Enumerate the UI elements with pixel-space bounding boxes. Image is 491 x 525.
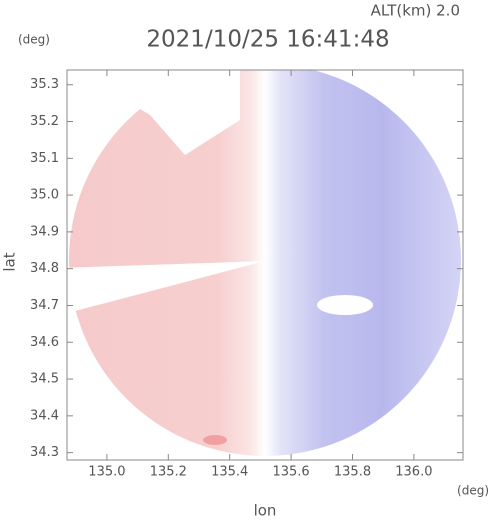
x-tick-label: 136.0 — [395, 465, 432, 480]
echo-spot — [203, 435, 227, 445]
x-tick-label: 135.2 — [150, 465, 187, 480]
y-tick-label: 34.4 — [30, 408, 59, 423]
y-tick-label: 34.6 — [30, 335, 59, 350]
y-tick-label: 35.0 — [30, 188, 59, 203]
x-tick-label: 135.6 — [272, 465, 309, 480]
y-unit: (deg) — [18, 33, 50, 47]
y-tick-label: 34.7 — [30, 298, 59, 313]
y-tick-label: 35.2 — [30, 114, 59, 129]
blocked-sector — [76, 70, 240, 155]
y-tick-label: 35.3 — [30, 77, 59, 92]
radar-field — [67, 70, 461, 456]
no-echo — [317, 295, 373, 315]
y-tick-label: 34.5 — [30, 372, 59, 387]
x-tick-label: 135.0 — [88, 465, 125, 480]
x-axis-label: lon — [254, 502, 277, 520]
x-unit: (deg) — [457, 484, 489, 498]
radar-echo — [69, 70, 461, 456]
y-tick-label: 34.3 — [30, 445, 59, 460]
x-tick-label: 135.8 — [334, 465, 371, 480]
chart-title: 2021/10/25 16:41:48 — [146, 27, 389, 53]
altitude-label: ALT(km) 2.0 — [371, 2, 460, 20]
y-tick-label: 34.9 — [30, 224, 59, 239]
blocked-sector — [67, 261, 265, 314]
plot-frame — [66, 69, 464, 461]
y-tick-label: 35.1 — [30, 151, 59, 166]
y-tick-label: 34.8 — [30, 261, 59, 276]
x-tick-label: 135.4 — [211, 465, 248, 480]
y-axis-label: lat — [1, 252, 19, 271]
